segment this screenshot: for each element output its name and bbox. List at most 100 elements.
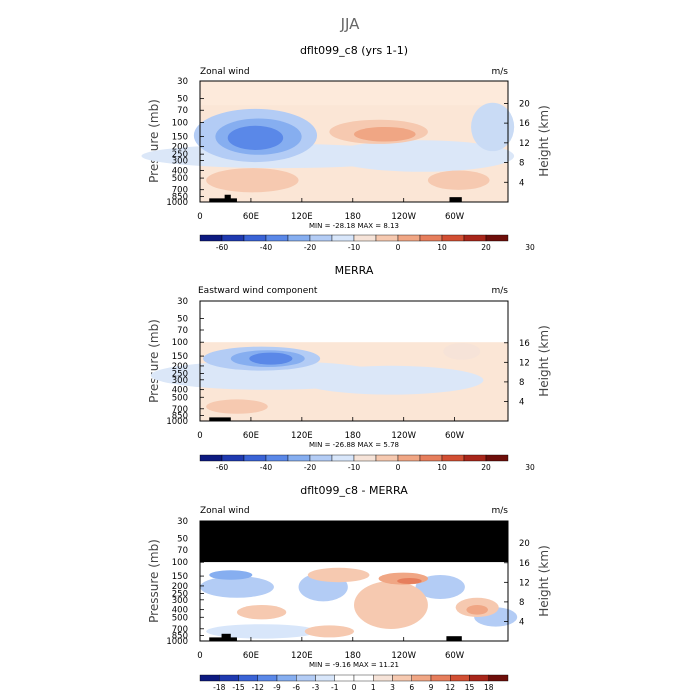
panel-2-variable-label: Eastward wind component: [198, 286, 318, 296]
panel-2-colorbar: -60 -40 -20 -10 0 10 20 30: [199, 454, 535, 472]
colorbar-swatch: [287, 234, 311, 242]
field-red-jet: [354, 126, 416, 142]
colorbar-swatch: [221, 454, 245, 462]
colorbar-swatch: [199, 454, 223, 462]
y-tick-label: 70: [177, 326, 188, 336]
y-tick-label: 100: [172, 338, 188, 348]
topo-africa: [209, 417, 231, 421]
field-red-low: [206, 168, 299, 193]
y-tick-label: 70: [177, 546, 188, 556]
y-tick-label: 700: [172, 625, 188, 635]
colorbar-swatch: [485, 234, 509, 242]
field-blue-6: [209, 570, 253, 580]
y-tick-label: 300: [172, 376, 188, 386]
y-tick-label: 100: [172, 558, 188, 568]
y-tick-label: 850: [172, 192, 188, 202]
colorbar-label: -1: [331, 683, 339, 692]
field-blue-5: [206, 624, 318, 639]
colorbar-swatch: [257, 674, 278, 682]
colorbar-swatch: [243, 234, 267, 242]
plot-frame: [199, 520, 509, 642]
y-tick-label: 1000: [166, 198, 188, 208]
colorbar-swatch: [238, 674, 258, 682]
panel-2-ylabel: Pressure (mb): [147, 319, 161, 403]
colorbar-swatch: [375, 234, 399, 242]
panel-3-ylabel-right: Height (km): [537, 545, 551, 616]
colorbar-swatch: [488, 674, 509, 682]
colorbar-label: -18: [213, 683, 225, 692]
y-tick-label: 500: [172, 393, 188, 403]
plot-frame: [199, 300, 509, 422]
colorbar-label: -9: [273, 683, 281, 692]
panel-3-title: dflt099_c8 - MERRA: [300, 484, 408, 497]
panel-3-stats: MIN = -9.16 MAX = 11.21: [309, 661, 399, 669]
field-red-2: [307, 567, 370, 583]
colorbar-label: 6: [409, 683, 414, 692]
colorbar-swatch: [373, 674, 393, 682]
y-tick-label: 200: [172, 582, 188, 592]
colorbar-label: 12: [445, 683, 455, 692]
colorbar-label: -12: [252, 683, 264, 692]
topo-peak: [224, 194, 231, 202]
y-tick-label: 1000: [166, 417, 188, 427]
panel-2-stats: MIN = -26.88 MAX = 5.78: [309, 441, 399, 449]
x-tick-label: 60W: [445, 431, 465, 441]
colorbar-swatch: [265, 454, 289, 462]
x-tick-label: 120E: [291, 431, 313, 441]
colorbar-label: 10: [437, 463, 447, 472]
colorbar-label: -6: [293, 683, 301, 692]
y-tick-label: 200: [172, 362, 188, 372]
colorbar-label: -15: [232, 683, 244, 692]
y-tick-label: 700: [172, 405, 188, 415]
y-tick-label: 300: [172, 596, 188, 606]
colorbar-label: 1: [371, 683, 376, 692]
panel-2-ylabel-right: Height (km): [537, 325, 551, 396]
colorbar-label: 10: [437, 243, 447, 252]
y-tick-label: 100: [172, 119, 188, 129]
x-tick-label: 120W: [391, 212, 416, 222]
colorbar-swatch: [287, 454, 311, 462]
x-tick-label: 180: [345, 431, 361, 441]
x-tick-label: 180: [345, 651, 361, 661]
y-tick-label: 500: [172, 174, 188, 184]
colorbar-swatch: [430, 674, 451, 682]
field-red-low: [206, 399, 268, 414]
panel-1-units: m/s: [492, 67, 509, 77]
colorbar-swatch: [469, 674, 489, 682]
height-tick-label: 16: [519, 559, 530, 569]
field-blue-3: [415, 575, 465, 599]
field-blue-core: [227, 125, 284, 150]
colorbar-swatch: [276, 674, 297, 682]
field-band-upper: [200, 81, 508, 106]
colorbar-swatch: [199, 674, 220, 682]
colorbar-swatch: [243, 454, 267, 462]
colorbar-label: -10: [348, 463, 360, 472]
colorbar-swatch: [441, 234, 465, 242]
colorbar-swatch: [315, 674, 335, 682]
y-tick-label: 700: [172, 186, 188, 196]
height-tick-label: 4: [519, 617, 524, 627]
panel-3-units: m/s: [492, 506, 509, 516]
height-tick-label: 12: [519, 578, 530, 588]
panel-3-ylabel: Pressure (mb): [147, 539, 161, 623]
colorbar-label: 0: [396, 243, 401, 252]
field-blue-core: [249, 352, 293, 365]
colorbar-swatch: [392, 674, 412, 682]
y-tick-label: 30: [177, 297, 188, 307]
field-blue-east: [329, 140, 515, 172]
height-tick-label: 16: [519, 119, 530, 129]
colorbar-swatch: [463, 454, 487, 462]
colorbar-swatch: [419, 454, 443, 462]
colorbar-swatch: [309, 454, 333, 462]
colorbar-swatch: [296, 674, 316, 682]
colorbar-swatch: [441, 454, 465, 462]
height-tick-label: 12: [519, 139, 530, 149]
height-tick-label: 16: [519, 339, 530, 349]
colorbar-label: 20: [481, 243, 491, 252]
colorbar-swatch: [334, 674, 355, 682]
colorbar-swatch: [411, 674, 432, 682]
field-red-low-east: [427, 170, 490, 190]
y-tick-label: 300: [172, 156, 188, 166]
y-tick-label: 400: [172, 386, 188, 396]
